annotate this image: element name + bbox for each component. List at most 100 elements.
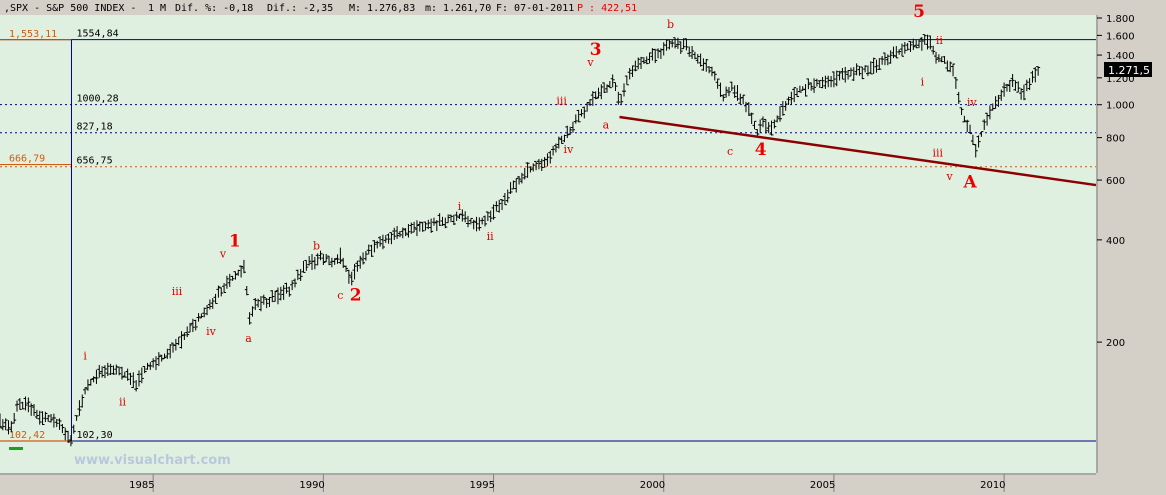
price-bar xyxy=(806,78,811,90)
last-price-marker: 1.271,5 xyxy=(1104,62,1152,77)
price-bar xyxy=(604,84,609,93)
price-bar xyxy=(94,369,99,384)
price-bar xyxy=(553,143,558,153)
price-bar xyxy=(769,120,774,136)
price-bar xyxy=(154,356,159,371)
price-bar xyxy=(485,211,490,222)
price-bar xyxy=(295,269,300,281)
price-bar xyxy=(392,227,397,240)
price-bar xyxy=(780,101,785,116)
price-bar xyxy=(207,299,212,310)
price-bar xyxy=(653,48,658,64)
price-bar xyxy=(1019,88,1024,100)
price-bar xyxy=(258,296,263,312)
price-bar xyxy=(162,353,167,359)
price-bar xyxy=(534,160,539,171)
price-bar xyxy=(846,70,851,80)
price-bar xyxy=(378,236,383,247)
price-bar xyxy=(40,411,45,426)
price-bar xyxy=(406,224,411,238)
price-bar xyxy=(193,319,198,331)
price-bar xyxy=(885,54,890,66)
price-bar xyxy=(236,269,241,276)
header-diff-abs: Dif.: -2,35 xyxy=(267,3,333,14)
price-bar xyxy=(366,244,371,255)
price-bar xyxy=(315,253,320,266)
price-bar xyxy=(582,106,587,119)
price-bar xyxy=(119,366,124,380)
price-bar xyxy=(20,401,25,410)
price-bar xyxy=(880,55,885,65)
price-bar xyxy=(570,121,575,133)
price-bar xyxy=(270,290,275,303)
price-bar xyxy=(758,119,763,133)
price-bar xyxy=(1033,67,1038,83)
price-bar xyxy=(763,118,768,134)
header-date: F: 07-01-2011 xyxy=(496,3,574,14)
wave-label-minor: iv xyxy=(967,96,978,109)
price-bar xyxy=(948,61,953,73)
x-tick-label: 2000 xyxy=(640,480,665,491)
price-bar xyxy=(820,77,825,89)
price-bar xyxy=(290,280,295,291)
level-label: 656,75 xyxy=(76,156,112,167)
price-bar xyxy=(936,54,941,63)
price-bar xyxy=(568,126,573,135)
price-bar xyxy=(49,414,54,423)
price-bar xyxy=(281,285,286,300)
price-bar xyxy=(448,214,453,223)
price-bar xyxy=(593,91,598,100)
price-bar xyxy=(88,378,93,386)
price-bar xyxy=(956,91,961,104)
price-bar xyxy=(531,163,536,172)
price-bar xyxy=(897,49,902,55)
price-bar xyxy=(664,39,669,51)
level-label: 102,30 xyxy=(76,430,112,441)
price-bar xyxy=(358,255,363,269)
x-axis-ticks: 1985 1990 1995 2000 2005 2010 xyxy=(129,474,1006,492)
wave-label-minor: iv xyxy=(564,143,575,156)
price-bar xyxy=(517,175,522,185)
price-bar xyxy=(622,83,627,97)
price-bar xyxy=(451,214,456,226)
price-bar xyxy=(426,219,431,230)
price-bar xyxy=(434,220,439,232)
price-bar xyxy=(414,220,419,237)
plot-area[interactable] xyxy=(0,15,1096,473)
price-bar xyxy=(275,287,280,305)
price-bar xyxy=(332,258,337,265)
price-bar xyxy=(979,131,984,137)
price-bar xyxy=(477,217,482,231)
price-bar xyxy=(559,135,564,144)
price-bar xyxy=(814,78,819,87)
price-bar xyxy=(213,293,218,305)
price-bar xyxy=(71,424,76,434)
price-bar xyxy=(641,57,646,64)
wave-label-minor: iii xyxy=(556,95,567,108)
price-bar xyxy=(409,222,414,234)
x-tick-label: 1995 xyxy=(470,480,495,491)
price-bar xyxy=(244,285,249,296)
price-bar xyxy=(522,167,527,180)
price-bar xyxy=(684,38,689,51)
price-bar xyxy=(202,307,207,318)
price-bar xyxy=(905,42,910,51)
price-bar xyxy=(233,271,238,280)
price-bar xyxy=(505,189,510,203)
wave-label-minor: c xyxy=(337,289,343,302)
price-bar xyxy=(190,318,195,333)
price-bar xyxy=(939,56,944,63)
price-bar xyxy=(812,78,817,93)
y-tick-label: 1.000 xyxy=(1106,101,1135,112)
price-bar xyxy=(361,252,366,265)
price-bar xyxy=(857,66,862,76)
price-bar xyxy=(579,109,584,117)
price-bar xyxy=(400,227,405,239)
price-bar xyxy=(68,434,73,447)
price-bar xyxy=(372,240,377,253)
price-bar xyxy=(474,216,479,232)
price-bar xyxy=(630,65,635,77)
price-bar xyxy=(1036,66,1041,76)
y-tick-label: 1.800 xyxy=(1106,14,1135,25)
price-bar xyxy=(74,415,79,421)
